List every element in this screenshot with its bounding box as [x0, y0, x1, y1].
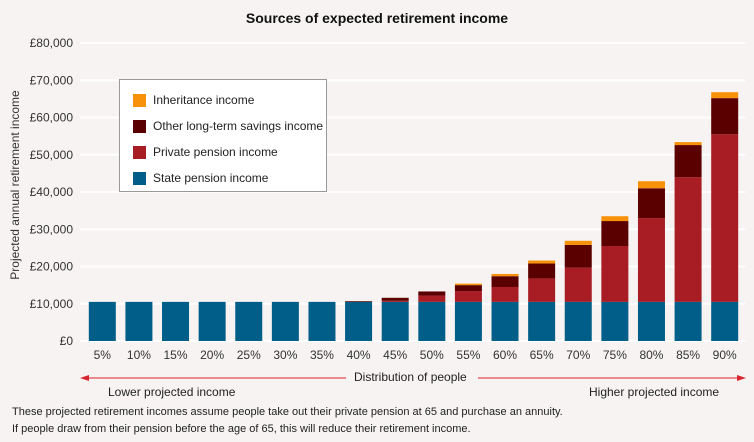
- legend-item-inheritance: Inheritance income: [133, 93, 254, 107]
- bar-segment: [308, 301, 336, 341]
- bar-segment: [381, 301, 409, 341]
- bar-segment: [125, 301, 153, 341]
- legend-item-other-savings: Other long-term savings income: [133, 119, 323, 133]
- y-tick-label: £70,000: [30, 73, 74, 87]
- legend: Inheritance income Other long-term savin…: [119, 79, 327, 192]
- legend-swatch: [133, 119, 146, 133]
- x-tick-label: 5%: [94, 348, 112, 362]
- bar-segment: [491, 276, 519, 287]
- x-tick-label: 75%: [603, 348, 627, 362]
- x-tick-label: 70%: [566, 348, 590, 362]
- x-tick-label: 50%: [420, 348, 444, 362]
- x-tick-label: 10%: [127, 348, 151, 362]
- y-tick-label: £50,000: [30, 148, 74, 162]
- y-tick-label: £0: [60, 334, 74, 348]
- legend-label: Other long-term savings income: [153, 119, 324, 133]
- x-tick-label: 55%: [456, 348, 480, 362]
- bar-segment: [637, 301, 665, 341]
- y-tick-label: £30,000: [30, 222, 74, 236]
- x-axis-label: Distribution of people: [354, 370, 467, 384]
- bar-segment: [601, 221, 629, 247]
- bar-segment: [381, 300, 409, 302]
- bar-segment: [454, 285, 482, 292]
- legend-label: Private pension income: [153, 145, 278, 159]
- bar-segment: [528, 260, 556, 264]
- bar-segment: [491, 301, 519, 341]
- bar-segment: [674, 142, 702, 146]
- x-tick-label: 25%: [237, 348, 261, 362]
- bar-segment: [491, 286, 519, 302]
- bar-segment: [674, 301, 702, 341]
- bar-segment: [564, 301, 592, 341]
- bar-segment: [88, 301, 116, 341]
- legend-label: State pension income: [153, 171, 269, 185]
- y-tick-label: £80,000: [30, 36, 74, 50]
- bar-segment: [564, 240, 592, 245]
- bar-segment: [601, 246, 629, 302]
- left-arrow-icon: [80, 375, 89, 381]
- bar-segment: [454, 301, 482, 341]
- right-arrow-icon: [737, 375, 746, 381]
- bar-segment: [711, 92, 739, 99]
- lower-income-label: Lower projected income: [108, 385, 236, 399]
- bar-segment: [528, 278, 556, 302]
- x-tick-label: 60%: [493, 348, 517, 362]
- bar-segment: [711, 134, 739, 302]
- legend-item-state-pension: State pension income: [133, 171, 268, 185]
- legend-label: Inheritance income: [153, 93, 255, 107]
- x-tick-label: 80%: [639, 348, 663, 362]
- bar-segment: [637, 218, 665, 302]
- bar-segment: [711, 98, 739, 135]
- bar-segment: [198, 301, 226, 341]
- bar-segment: [162, 301, 190, 341]
- bar-segment: [637, 188, 665, 219]
- x-tick-label: 85%: [676, 348, 700, 362]
- bar-segment: [454, 283, 482, 286]
- bar-segment: [491, 273, 519, 277]
- y-tick-label: £60,000: [30, 111, 74, 125]
- x-tick-label: 15%: [164, 348, 188, 362]
- legend-swatch: [133, 145, 146, 159]
- bar-segment: [637, 181, 665, 189]
- y-tick-label: £40,000: [30, 185, 74, 199]
- x-tick-label: 40%: [347, 348, 371, 362]
- x-tick-label: 65%: [530, 348, 554, 362]
- bar-segment: [235, 301, 263, 341]
- x-tick-label: 30%: [273, 348, 297, 362]
- legend-item-private-pension: Private pension income: [133, 145, 278, 159]
- bar-segment: [528, 301, 556, 341]
- footnote-2: If people draw from their pension before…: [12, 423, 471, 435]
- bar-segment: [271, 301, 299, 341]
- bar-segment: [454, 291, 482, 302]
- bar-segment: [601, 301, 629, 341]
- x-tick-label: 35%: [310, 348, 334, 362]
- bar-segment: [711, 301, 739, 341]
- bar-segment: [601, 216, 629, 222]
- x-tick-label: 90%: [713, 348, 737, 362]
- legend-swatch: [133, 93, 146, 107]
- bar-segment: [418, 301, 446, 341]
- footnote-1: These projected retirement incomes assum…: [12, 406, 563, 418]
- y-tick-label: £20,000: [30, 260, 74, 274]
- bar-segment: [674, 177, 702, 302]
- y-tick-label: £10,000: [30, 297, 74, 311]
- x-tick-label: 45%: [383, 348, 407, 362]
- higher-income-label: Higher projected income: [589, 385, 720, 399]
- bar-segment: [345, 301, 373, 302]
- legend-swatch: [133, 171, 146, 185]
- bar-segment: [345, 301, 373, 341]
- y-axis-label: Projected annual retirement income: [8, 90, 22, 280]
- x-tick-label: 20%: [200, 348, 224, 362]
- chart-title: Sources of expected retirement income: [245, 10, 509, 26]
- bar-segment: [418, 291, 446, 296]
- bar-segment: [528, 263, 556, 279]
- bar-segment: [418, 295, 446, 302]
- bar-segment: [674, 145, 702, 178]
- bar-segment: [564, 267, 592, 302]
- bar-segment: [381, 297, 409, 301]
- bar-segment: [564, 244, 592, 268]
